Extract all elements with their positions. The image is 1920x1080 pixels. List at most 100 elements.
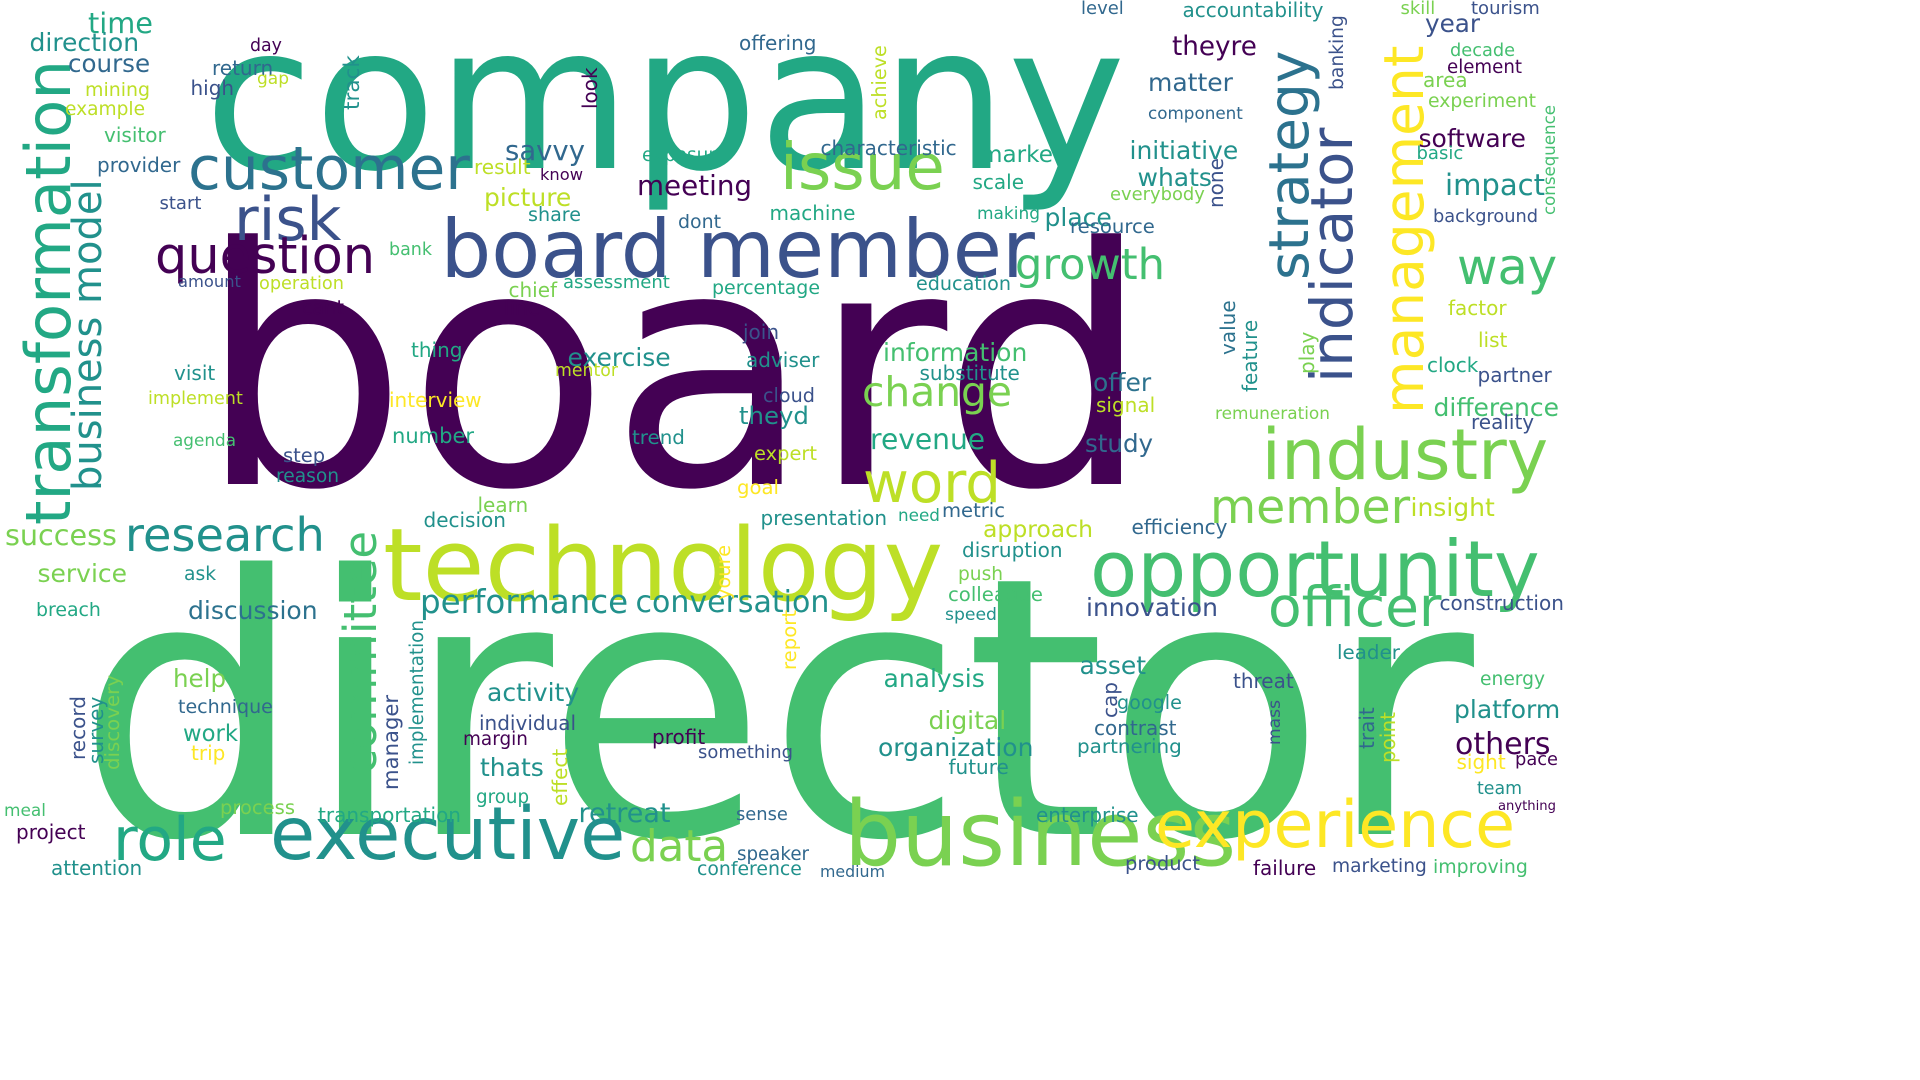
cloud-word: time — [88, 5, 153, 40]
cloud-word: future — [948, 755, 1009, 779]
cloud-word: element — [1447, 57, 1522, 78]
cloud-word: executive — [270, 792, 626, 877]
cloud-word: partner — [1477, 363, 1552, 387]
cloud-word: assessment — [563, 272, 670, 293]
cloud-word: word — [863, 451, 1001, 516]
cloud-word: impact — [1445, 167, 1546, 202]
cloud-word: breach — [36, 598, 101, 621]
cloud-word: trend — [632, 426, 685, 449]
cloud-word: margin — [463, 729, 528, 750]
cloud-word: implement — [148, 389, 243, 409]
cloud-word: implementation — [407, 620, 428, 765]
cloud-word: adviser — [746, 348, 820, 372]
cloud-word: colleague — [948, 583, 1043, 606]
cloud-word: thing — [411, 338, 463, 362]
cloud-word: board member — [440, 203, 1035, 296]
cloud-word: basic — [1416, 143, 1464, 164]
cloud-word: reason — [276, 465, 340, 487]
cloud-word: visitor — [104, 123, 166, 147]
cloud-word: market — [980, 142, 1062, 168]
cloud-word: discussion — [188, 596, 318, 625]
cloud-word: discovery — [101, 675, 124, 770]
cloud-word: expert — [754, 441, 818, 465]
cloud-word: conference — [697, 858, 802, 880]
cloud-word: join — [743, 320, 780, 344]
cloud-word: speed — [945, 604, 997, 625]
cloud-word: component — [1148, 102, 1243, 123]
cloud-word: product — [1125, 851, 1200, 875]
cloud-word: pace — [1515, 749, 1559, 770]
cloud-word: project — [16, 820, 86, 844]
cloud-word: risk — [234, 185, 342, 255]
cloud-word: percentage — [712, 276, 820, 299]
cloud-word: track — [340, 55, 365, 110]
cloud-word: mining — [85, 78, 150, 101]
cloud-word: share — [528, 202, 581, 226]
cloud-word: question — [155, 227, 375, 286]
cloud-word: remuneration — [1215, 402, 1330, 423]
cloud-word: digital — [928, 706, 1007, 735]
cloud-word: team — [1477, 778, 1523, 799]
cloud-word: construction — [1439, 591, 1564, 615]
cloud-word: organization — [878, 733, 1034, 762]
cloud-word: role — [113, 805, 227, 875]
cloud-word: substitute — [919, 361, 1020, 385]
cloud-word: step — [283, 443, 326, 467]
cloud-word: industry — [1261, 414, 1549, 496]
cloud-word: characteristic — [820, 136, 957, 160]
cloud-word: energy — [1480, 668, 1546, 690]
cloud-word: way — [1457, 237, 1558, 296]
cloud-word: work — [183, 721, 238, 747]
cloud-word: tourism — [1471, 0, 1540, 19]
cloud-word: disruption — [962, 538, 1063, 562]
cloud-word: others — [1455, 727, 1551, 762]
cloud-word: point — [1376, 711, 1400, 763]
cloud-word: change — [862, 368, 1012, 416]
cloud-word: help — [173, 664, 227, 693]
cloud-word: signal — [1096, 393, 1156, 417]
cloud-word: area — [1423, 68, 1468, 92]
cloud-word: clock — [1427, 353, 1479, 377]
cloud-word: board — [198, 178, 1151, 562]
cloud-word: technique — [178, 695, 273, 718]
cloud-word: list — [1478, 328, 1508, 352]
cloud-word: presentation — [760, 506, 888, 530]
cloud-word: retreat — [578, 798, 671, 829]
cloud-word: report — [778, 609, 801, 670]
cloud-word: making — [977, 203, 1040, 224]
cloud-word: background — [1433, 207, 1539, 227]
cloud-word: banking — [1326, 15, 1348, 90]
cloud-word: course — [68, 49, 151, 78]
cloud-word: cloud — [763, 383, 815, 407]
cloud-word: high — [190, 76, 235, 100]
cloud-word: medium — [820, 862, 885, 881]
cloud-word: experiment — [1428, 90, 1537, 112]
cloud-word: meeting — [637, 169, 753, 202]
cloud-word: platform — [1454, 695, 1561, 724]
cloud-word: information — [883, 338, 1028, 367]
cloud-word: conversation — [635, 585, 830, 620]
cloud-word: individual — [479, 711, 577, 735]
cloud-word: whats — [1137, 163, 1212, 192]
cloud-word: innovation — [1086, 593, 1218, 622]
cloud-word: decision — [423, 508, 506, 532]
cloud-word: customer — [188, 134, 470, 204]
cloud-word: contrast — [1094, 716, 1177, 740]
cloud-word: committee — [334, 530, 387, 774]
cloud-word: exposure — [642, 145, 727, 166]
cloud-word: line — [504, 296, 541, 320]
cloud-word: know — [540, 165, 584, 184]
cloud-word: approach — [983, 514, 1093, 543]
cloud-word: opportunity — [1090, 524, 1540, 615]
cloud-word: meal — [4, 799, 47, 820]
cloud-word: factor — [1448, 296, 1507, 320]
cloud-word: insight — [1410, 493, 1495, 522]
cloud-word: ask — [184, 563, 217, 585]
cloud-word: revenue — [870, 423, 986, 456]
cloud-word: feature — [1238, 319, 1262, 392]
cloud-word: machine — [769, 201, 856, 225]
cloud-word: experience — [1155, 787, 1516, 863]
cloud-word: operation — [259, 274, 344, 294]
cloud-word: year — [1425, 9, 1481, 38]
cloud-word: company — [204, 0, 1126, 216]
